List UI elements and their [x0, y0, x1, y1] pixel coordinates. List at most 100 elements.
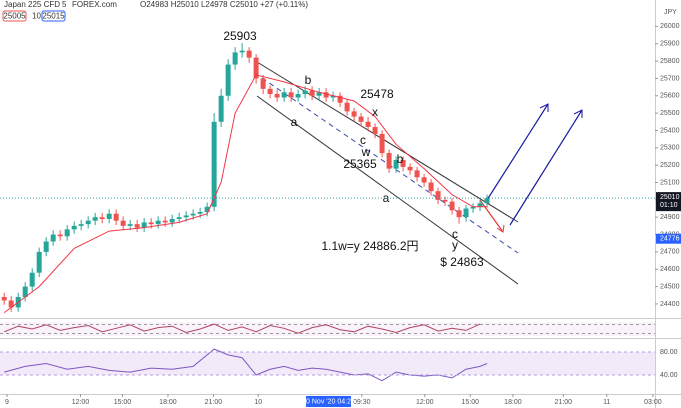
annotation: 25903 [223, 29, 257, 43]
candle-body [113, 213, 119, 221]
candle-body [176, 217, 182, 219]
candle-body [36, 251, 42, 273]
channel-upper [256, 61, 519, 223]
x-tick-label: 03:00 [644, 399, 662, 406]
candle-body [92, 217, 98, 221]
channel-lower [256, 95, 519, 285]
candle-body [421, 177, 427, 183]
candle-body [288, 92, 294, 98]
interval: 5 [62, 0, 67, 9]
candle-body [435, 191, 441, 200]
y-tick-label: 24500 [660, 283, 680, 290]
candle-body [267, 88, 273, 95]
candle-body [330, 95, 336, 98]
candle-body [169, 218, 175, 223]
currency: JPY [664, 9, 677, 16]
candle-body [379, 133, 385, 154]
x-tick-label: 15:00 [461, 399, 479, 406]
candle-body [141, 222, 147, 228]
candle-body [393, 159, 399, 169]
candle-body [225, 64, 231, 96]
blue-projection [509, 109, 583, 226]
x-tick-label: 18:00 [504, 399, 522, 406]
annotation: c [452, 227, 458, 241]
annotation: b [397, 152, 404, 166]
candle-body [442, 199, 448, 202]
candle-body [190, 213, 196, 216]
candle-body [260, 78, 266, 89]
annotation: a [291, 115, 298, 129]
candle-body [316, 92, 322, 96]
x-tick-label: 21:00 [205, 399, 223, 406]
rsi-line [4, 348, 488, 382]
y-tick-label: 25700 [660, 75, 680, 82]
candle-body [71, 225, 77, 230]
candle-body [232, 52, 238, 65]
candle-body [57, 234, 63, 237]
candle-body [372, 126, 378, 134]
candle-body [281, 92, 287, 98]
x-tick-label: 21:00 [555, 399, 573, 406]
annotation: 25478 [360, 87, 394, 101]
x-tick-label: 12:00 [72, 399, 90, 406]
x-tick-label: 15:00 [114, 399, 132, 406]
blue-projection [486, 103, 549, 201]
candle-body [309, 90, 315, 96]
rsi-band [0, 352, 655, 375]
candle-body [246, 50, 252, 58]
candle-body [148, 222, 154, 225]
annotation: a [383, 191, 390, 205]
cursor-time-label: 10 Nov '20 04:25 [302, 398, 355, 405]
candle-body [358, 116, 364, 122]
y-tick-label: 24600 [660, 266, 680, 273]
candle-body [428, 182, 434, 192]
candle-body [337, 95, 343, 103]
candle-body [211, 121, 217, 207]
annotation: 1.1w=y 24886.2円 [321, 239, 418, 253]
y-tick-label: 25800 [660, 58, 680, 65]
candle-body [365, 121, 371, 127]
candle-body [407, 166, 413, 171]
y-tick-label: 24700 [660, 249, 680, 256]
candle-body [127, 224, 133, 226]
candle-body [120, 220, 126, 226]
candle-body [218, 95, 224, 122]
candle-body [477, 203, 483, 207]
candle-body [134, 224, 140, 228]
candle-body [414, 170, 420, 178]
candle-body [470, 206, 476, 209]
candle-body [323, 92, 329, 98]
blue-arrowhead [539, 103, 549, 112]
candle-body [197, 212, 203, 214]
y-tick-label: 25200 [660, 162, 680, 169]
candle-body [484, 198, 490, 204]
candle-body [85, 220, 91, 225]
annotation: b [305, 73, 312, 87]
annotation: y [452, 238, 458, 252]
marker-price-label: 24776 [660, 236, 680, 243]
candle-body [400, 159, 406, 167]
blue-arrowhead [573, 109, 583, 118]
red-projection [479, 199, 504, 233]
y-tick-label: 24900 [660, 214, 680, 221]
red-arrowhead [496, 224, 505, 233]
plot [1, 43, 490, 382]
annotation: w [361, 145, 371, 159]
x-tick-label: 10 [254, 399, 262, 406]
rsi-tick-label: 80.00 [660, 349, 678, 356]
candle-body [344, 102, 350, 112]
candle-body [351, 111, 357, 117]
y-tick-label: 25900 [660, 41, 680, 48]
candle-body [302, 90, 308, 95]
candle-body [78, 224, 84, 226]
y-tick-label: 25300 [660, 145, 680, 152]
y-tick-label: 25500 [660, 110, 680, 117]
stochastic-line [4, 323, 481, 334]
badge-text: 25005 [3, 12, 26, 21]
rsi-tick-label: 40.00 [660, 372, 678, 379]
candle-body [1, 297, 7, 301]
ohlc: O24983 H25010 L24978 C25010 +27 (+0.11%) [140, 0, 308, 9]
candle-body [99, 217, 105, 219]
badge-text: 10 [32, 12, 41, 21]
